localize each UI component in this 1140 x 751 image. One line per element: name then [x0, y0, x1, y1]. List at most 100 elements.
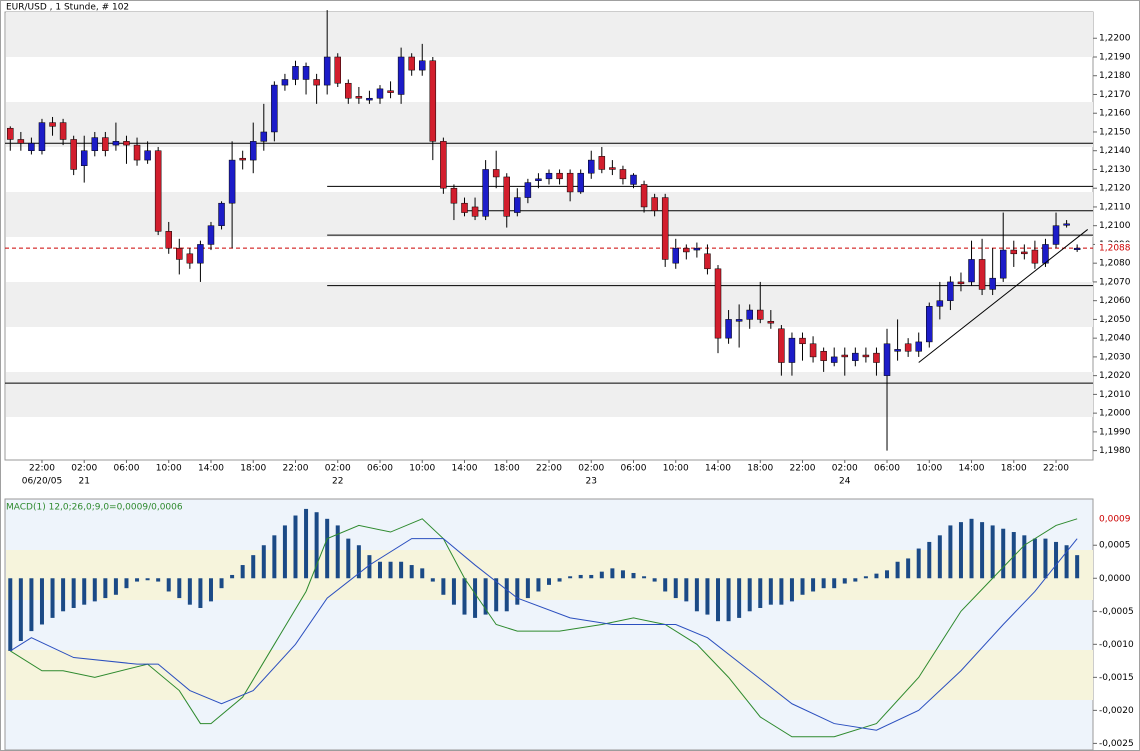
histogram-bar — [547, 578, 551, 585]
histogram-bar — [863, 576, 868, 579]
histogram-bar — [694, 578, 699, 612]
candle-body — [133, 144, 141, 161]
candle-body — [873, 352, 880, 363]
histogram-bar — [990, 525, 995, 579]
candle-body — [566, 172, 574, 193]
candle-body — [1031, 249, 1039, 264]
histogram-bar — [82, 578, 87, 605]
current-price-box — [1095, 242, 1139, 255]
candle-body — [725, 319, 732, 339]
histogram-bar — [71, 578, 76, 608]
candle-body — [968, 259, 975, 283]
histogram-bar — [958, 522, 963, 579]
candle-body — [165, 231, 172, 249]
candle-body — [249, 141, 257, 161]
current-price-label: 1,2088 — [1099, 244, 1131, 254]
y-tick-label: -0,0005 — [1099, 607, 1134, 617]
histogram-bar — [282, 525, 287, 579]
candle-body — [1010, 249, 1018, 255]
histogram-bar — [737, 578, 742, 618]
x-tick-label: 22:00 — [283, 464, 309, 474]
band — [6, 372, 1093, 417]
histogram-bar — [1011, 532, 1016, 579]
x-tick-label: 22:00 — [790, 464, 816, 474]
histogram-bar — [620, 570, 625, 579]
candle-body — [387, 90, 394, 93]
candle-body — [397, 56, 405, 95]
candle-body — [17, 139, 25, 144]
candle-body — [154, 150, 162, 232]
date-label: 24 — [839, 477, 851, 487]
candle-body — [672, 247, 680, 264]
histogram-bar — [462, 578, 467, 615]
candle-body — [640, 184, 648, 208]
histogram-bar — [747, 578, 752, 612]
date-label: 23 — [586, 477, 597, 487]
candle-body — [144, 150, 151, 161]
candle-body — [355, 96, 363, 99]
x-tick-label: 22:00 — [1043, 464, 1069, 474]
candle-body — [440, 141, 447, 189]
macd-line — [10, 538, 1078, 731]
x-tick-label: 18:00 — [747, 464, 773, 474]
candle-body — [545, 172, 553, 180]
histogram-bar — [198, 578, 203, 608]
candle-body — [883, 343, 891, 376]
candle-body — [292, 66, 299, 80]
candle-body — [492, 169, 500, 178]
candle-body — [302, 66, 310, 80]
histogram-bar — [441, 578, 446, 595]
y-tick-label: 1,2100 — [1099, 221, 1131, 231]
date-label: 06/20/05 — [22, 477, 62, 487]
histogram-bar — [304, 508, 309, 579]
y-tick-label: 1,2190 — [1099, 52, 1131, 62]
candle-body — [49, 122, 56, 127]
candle-body — [809, 343, 817, 358]
candle-body — [366, 97, 373, 101]
histogram-bar — [483, 578, 488, 615]
histogram-bar — [1054, 541, 1059, 579]
candle-body — [429, 60, 437, 142]
candle-body — [376, 88, 384, 99]
histogram-bar — [642, 576, 647, 579]
date-label: 21 — [78, 477, 89, 487]
x-tick-label: 14:00 — [452, 464, 478, 474]
x-tick-label: 18:00 — [494, 464, 520, 474]
candle-body — [936, 300, 944, 307]
trend-line — [918, 229, 1089, 363]
histogram-bar — [124, 578, 129, 589]
candle-body — [1052, 225, 1060, 245]
x-tick-label: 06:00 — [367, 464, 393, 474]
x-tick-label: 06:00 — [621, 464, 647, 474]
histogram-bar — [1075, 555, 1080, 579]
band — [6, 12, 1093, 57]
candle-body — [102, 137, 109, 151]
histogram-bar — [135, 578, 140, 582]
y-tick-label: 0,0000 — [1099, 574, 1131, 584]
histogram-bar — [409, 565, 414, 579]
histogram-bar — [356, 545, 361, 579]
histogram-bar — [504, 578, 509, 612]
histogram-bar — [705, 578, 710, 615]
candle-body — [989, 277, 996, 290]
histogram-bar — [230, 574, 235, 579]
candle-body — [80, 150, 88, 166]
candle-body — [524, 182, 532, 198]
candle-body — [112, 141, 120, 146]
histogram-bar — [927, 541, 932, 579]
candle-body — [197, 244, 204, 264]
histogram-bar — [61, 578, 66, 612]
histogram-bar — [208, 578, 213, 602]
y-tick-label: 1,2080 — [1099, 259, 1131, 269]
histogram-bar — [325, 518, 330, 579]
x-tick-label: 14:00 — [705, 464, 731, 474]
histogram-bar — [895, 561, 900, 579]
histogram-bar — [187, 578, 192, 605]
date-label: 22 — [332, 477, 343, 487]
histogram-bar — [103, 578, 108, 599]
y-tick-label: 1,2060 — [1099, 296, 1131, 306]
histogram-bar — [367, 555, 372, 579]
y-tick-label: -0,0025 — [1099, 739, 1134, 749]
histogram-bar — [219, 578, 224, 589]
histogram-bar — [673, 578, 678, 599]
